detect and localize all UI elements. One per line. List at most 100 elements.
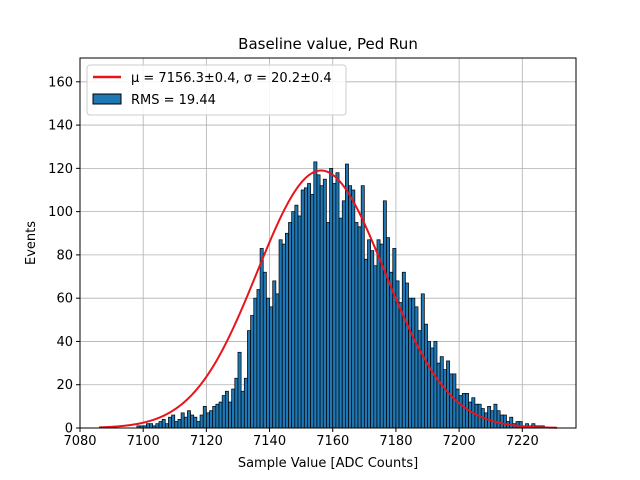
histogram-bar: [439, 356, 444, 429]
y-tick-label: 80: [56, 248, 73, 263]
histogram-bar: [247, 330, 251, 429]
histogram-bar: [386, 237, 390, 429]
histogram-bar: [427, 341, 432, 429]
histogram-bar: [417, 330, 422, 429]
x-tick-label: 7100: [127, 434, 160, 449]
histogram-bar: [281, 243, 286, 429]
chart-title: Baseline value, Ped Run: [238, 35, 418, 53]
histogram-bar: [174, 421, 179, 429]
histogram-bar: [237, 351, 242, 429]
histogram-bar: [288, 222, 293, 429]
histogram-bar: [243, 377, 248, 429]
y-tick-label: 160: [48, 75, 73, 90]
histogram-bar: [269, 306, 274, 429]
histogram-bar: [266, 297, 270, 429]
histogram-bar: [164, 423, 169, 429]
histogram-bar: [487, 406, 492, 429]
histogram-bar: [332, 183, 337, 429]
histogram-bar: [259, 248, 264, 429]
histogram-bar: [502, 414, 507, 429]
histogram-bar: [379, 243, 384, 429]
y-tick-label: 40: [56, 335, 73, 350]
y-tick-label: 60: [56, 292, 73, 307]
histogram-bar: [430, 347, 435, 429]
histogram-bar: [218, 401, 223, 429]
x-tick-label: 7220: [506, 434, 539, 449]
plot-frame: [79, 57, 577, 429]
histogram-bar: [420, 293, 425, 429]
histogram-bar: [190, 414, 195, 429]
y-tick-label: 20: [56, 378, 73, 393]
histogram-bar: [300, 189, 305, 429]
histogram-bar: [215, 403, 220, 429]
histogram-bar: [354, 222, 359, 429]
histogram-bar: [408, 297, 413, 429]
histogram-bar: [322, 178, 327, 429]
histogram-bar: [348, 185, 353, 429]
histogram-bar: [209, 410, 214, 429]
histogram-bar: [272, 280, 277, 429]
histogram-bar: [392, 248, 397, 429]
histogram-bar: [398, 302, 403, 429]
histogram-bar: [316, 174, 321, 429]
histogram-bar: [212, 406, 217, 429]
histogram-bar: [493, 403, 498, 429]
histogram-bar: [183, 416, 188, 429]
legend-fit-label: μ = 7156.3±0.4, σ = 20.2±0.4: [131, 71, 332, 86]
histogram-bar: [171, 414, 176, 429]
histogram-bar: [240, 390, 245, 429]
histogram-bar: [461, 393, 466, 429]
histogram-bar: [180, 412, 185, 429]
histogram-bar: [158, 421, 163, 429]
histogram-bar: [449, 373, 454, 429]
histogram-bar: [373, 265, 378, 429]
histogram-bar: [294, 204, 299, 429]
histogram-bar: [484, 412, 488, 429]
histogram-bar: [433, 341, 438, 429]
y-tick-label: 100: [48, 205, 73, 220]
histogram-bar: [367, 239, 371, 429]
histogram-bar: [351, 189, 356, 429]
histogram-bar: [161, 418, 166, 429]
histogram-bar: [499, 414, 504, 429]
histogram-bar: [291, 211, 296, 429]
histogram-bar: [389, 271, 394, 429]
histogram-bar: [376, 239, 381, 429]
histogram-bar: [168, 416, 172, 429]
histogram-bar: [278, 239, 283, 429]
histogram-bar: [411, 297, 416, 429]
histogram-bar: [256, 289, 261, 429]
y-tick-label: 120: [48, 162, 73, 177]
legend-histogram-swatch: [92, 93, 122, 105]
histogram-bar: [145, 423, 150, 429]
y-tick-label: 0: [65, 422, 73, 437]
histogram-bar: [275, 293, 280, 429]
gaussian-fit-curve: [98, 169, 558, 429]
histogram-bar: [326, 222, 330, 429]
histogram-bar: [468, 401, 473, 429]
histogram-bar: [496, 410, 501, 429]
histogram-bar: [262, 271, 267, 429]
histogram-bar: [455, 388, 460, 429]
x-tick-label: 7200: [443, 434, 476, 449]
histogram-bar: [345, 163, 349, 429]
histogram-bar: [206, 412, 210, 429]
histogram-bar: [228, 401, 232, 429]
histogram-bar: [335, 172, 340, 429]
histogram-bar: [202, 406, 207, 429]
histogram-bar: [177, 418, 182, 429]
histogram-bar: [285, 232, 289, 429]
histogram-bar: [155, 423, 160, 429]
histogram-bar: [424, 323, 428, 429]
histogram-bar: [297, 215, 302, 429]
histogram-bar: [310, 193, 315, 429]
x-tick-label: 7140: [253, 434, 286, 449]
histogram-bar: [436, 362, 441, 429]
histogram-bar: [307, 183, 311, 429]
histogram-bar: [193, 416, 198, 429]
histogram-bar: [234, 377, 239, 429]
legend-histogram-label: RMS = 19.44: [131, 93, 216, 108]
axis-ticks: 7080 7100 7120 7140 7160 7180 7200 7220 0 20 40 60 8…: [48, 75, 539, 449]
histogram-bar: [231, 388, 236, 429]
